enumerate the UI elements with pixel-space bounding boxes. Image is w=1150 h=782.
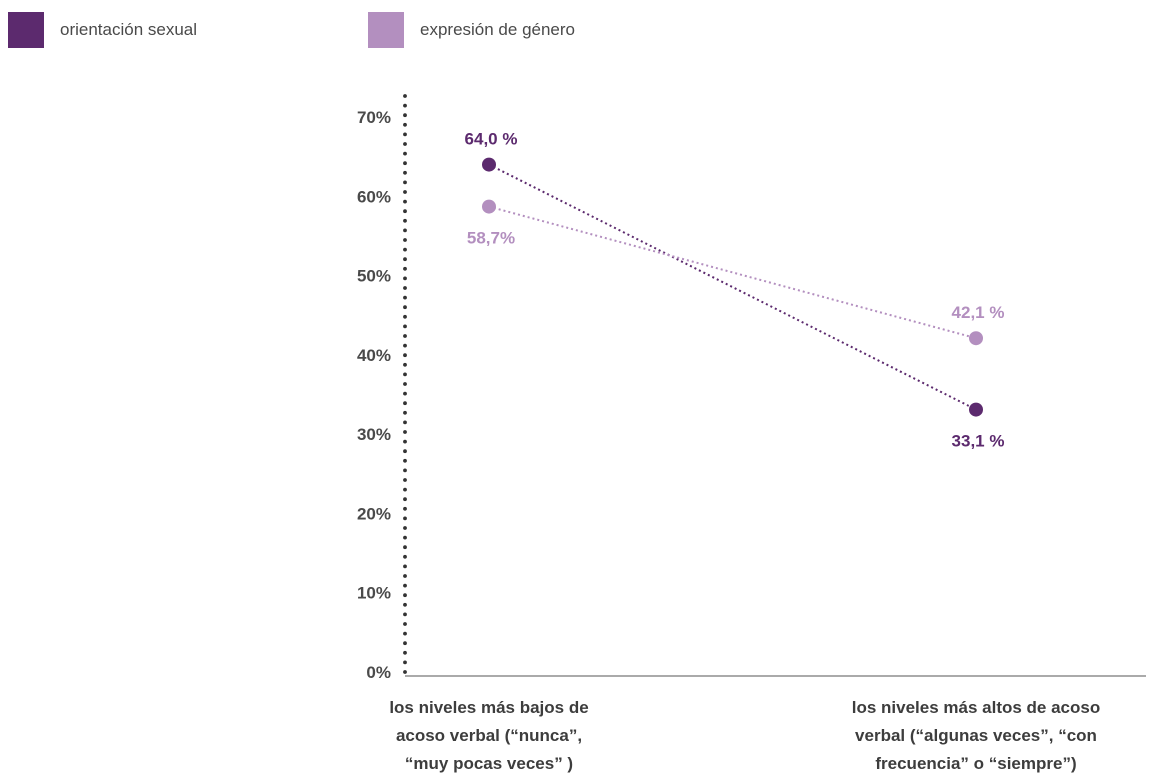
data-point: [969, 331, 983, 346]
y-axis-dot: [403, 391, 407, 396]
y-tick-label: 40%: [357, 346, 391, 365]
y-axis-dot: [403, 622, 407, 626]
y-axis-dot: [403, 276, 407, 281]
y-axis-dot: [403, 238, 407, 242]
y-axis-dot: [403, 420, 407, 425]
y-tick-label: 50%: [357, 267, 391, 286]
y-axis-dot: [403, 583, 407, 588]
y-axis-dot: [403, 410, 407, 415]
y-axis-dot: [403, 362, 407, 367]
y-axis-dot: [403, 170, 407, 175]
y-axis-dot: [403, 228, 407, 233]
y-axis-dot: [403, 122, 407, 127]
y-axis-dot: [403, 545, 407, 550]
y-axis-dot: [403, 554, 407, 559]
y-axis-dot: [403, 487, 407, 492]
y-tick-label: 60%: [357, 187, 391, 206]
y-axis-dot: [403, 430, 407, 434]
y-axis-dot: [403, 593, 407, 598]
y-tick-label: 70%: [357, 108, 391, 127]
y-axis-dot: [403, 497, 407, 502]
y-axis-dot: [403, 257, 407, 262]
data-label: 33,1 %: [952, 432, 1005, 451]
y-axis-dot: [403, 650, 407, 655]
legend-swatch-orientacion: [8, 12, 44, 48]
y-axis-dot: [403, 334, 407, 338]
y-axis-dot: [403, 209, 407, 214]
x-category-label: “muy pocas veces” ): [405, 754, 573, 773]
y-axis-dot: [403, 602, 407, 607]
y-axis-dot: [403, 132, 407, 137]
y-axis-dot: [403, 286, 407, 290]
y-axis-dot: [403, 113, 407, 118]
y-axis-dot: [403, 151, 407, 156]
y-axis-dot: [403, 190, 407, 194]
y-axis-dot: [403, 468, 407, 473]
y-tick-label: 20%: [357, 504, 391, 523]
legend-item-expresion: expresión de género: [368, 12, 575, 48]
y-axis-dot: [403, 401, 407, 406]
y-tick-label: 0%: [366, 663, 391, 682]
series-line-0: [488, 163, 977, 411]
y-axis-dot: [403, 218, 407, 223]
y-axis-dot: [403, 247, 407, 252]
y-axis-dot: [403, 305, 407, 310]
legend-label-orientacion: orientación sexual: [60, 20, 198, 39]
y-axis-dot: [403, 574, 407, 578]
y-axis-dot: [403, 506, 407, 511]
data-point: [482, 157, 496, 172]
y-axis-dot: [403, 199, 407, 204]
y-tick-label: 10%: [357, 584, 391, 603]
y-axis-dot: [403, 295, 407, 300]
legend-swatch-expresion: [368, 12, 404, 48]
legend-label-expresion: expresión de género: [420, 20, 576, 39]
data-label: 64,0 %: [465, 130, 518, 149]
y-tick-label: 30%: [357, 425, 391, 444]
data-point: [482, 199, 496, 214]
y-axis-dot: [403, 516, 407, 521]
y-axis-dot: [403, 266, 407, 271]
y-axis-dot: [403, 180, 407, 185]
y-axis-dot: [403, 526, 407, 530]
y-axis-dot: [403, 94, 407, 98]
legend-item-orientacion: orientación sexual: [8, 12, 197, 48]
y-axis-dot: [403, 660, 407, 665]
y-axis-dot: [403, 535, 407, 540]
y-axis-dot: [403, 314, 407, 319]
x-category-label: los niveles más bajos de: [389, 698, 588, 717]
y-axis-dot: [403, 612, 407, 617]
y-axis-dot: [403, 458, 407, 463]
x-category-label: verbal (“algunas veces”, “con: [855, 726, 1097, 745]
data-point: [969, 402, 983, 417]
y-axis-dot: [403, 142, 407, 146]
y-axis-dot: [403, 353, 407, 358]
y-axis-dot: [403, 161, 407, 166]
series-line-1: [488, 205, 977, 340]
y-axis-dot: [403, 564, 407, 569]
y-axis-dot: [403, 343, 407, 348]
y-axis-dot: [403, 382, 407, 386]
y-axis-dot: [403, 641, 407, 646]
x-category-label: los niveles más altos de acoso: [852, 698, 1101, 717]
data-label: 58,7%: [467, 229, 515, 248]
y-axis-dot: [403, 631, 407, 636]
x-category-label: frecuencia” o “siempre”): [875, 754, 1076, 773]
y-axis-dot: [403, 372, 407, 377]
y-axis-dot: [403, 670, 407, 674]
y-axis-dot: [403, 478, 407, 482]
data-label: 42,1 %: [952, 303, 1005, 322]
y-axis-dot: [403, 449, 407, 454]
x-category-label: acoso verbal (“nunca”,: [396, 726, 582, 745]
y-axis-dot: [403, 439, 407, 444]
y-axis-dot: [403, 324, 407, 329]
y-axis-dot: [403, 103, 407, 108]
